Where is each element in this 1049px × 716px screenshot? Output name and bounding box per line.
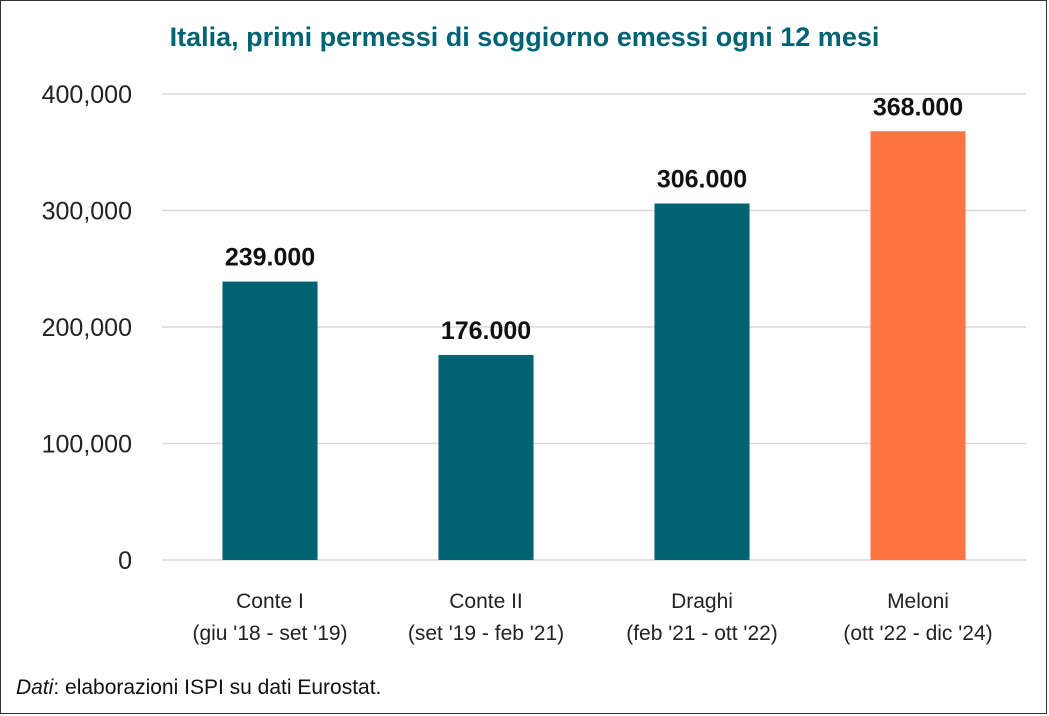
source-note: Dati: elaborazioni ISPI su dati Eurostat… xyxy=(16,676,381,700)
chart-title: Italia, primi permessi di soggiorno emes… xyxy=(169,22,880,52)
data-label: 176.000 xyxy=(441,317,531,345)
source-label: Dati xyxy=(16,676,54,699)
data-labels: 239.000 176.000 306.000 368.000 xyxy=(225,93,963,345)
bar xyxy=(438,354,534,560)
bar xyxy=(654,203,750,560)
x-tick-label: Draghi xyxy=(671,590,733,613)
x-tick-label: Conte II xyxy=(449,590,523,613)
bar xyxy=(870,131,966,560)
y-tick-label: 300,000 xyxy=(42,198,132,226)
x-tick-label: Conte I xyxy=(236,590,304,613)
data-label: 306.000 xyxy=(657,166,747,194)
bar xyxy=(222,281,318,560)
y-tick-label: 200,000 xyxy=(42,314,132,342)
x-tick-label: (feb '21 - ott '22) xyxy=(626,622,778,645)
y-tick-label: 400,000 xyxy=(42,81,132,109)
y-axis-ticks: 0 100,000 200,000 300,000 400,000 xyxy=(42,81,132,575)
y-tick-label: 0 xyxy=(118,547,132,575)
x-tick-label: (giu '18 - set '19) xyxy=(192,622,347,645)
x-tick-label: Meloni xyxy=(887,590,949,613)
x-tick-label: (set '19 - feb '21) xyxy=(408,622,564,645)
x-axis-ticks: Conte I (giu '18 - set '19) Conte II (set '… xyxy=(192,590,992,645)
y-tick-label: 100,000 xyxy=(42,431,132,459)
x-tick-label: (ott '22 - dic '24) xyxy=(843,622,992,645)
data-label: 368.000 xyxy=(873,93,963,121)
source-text: : elaborazioni ISPI su dati Eurostat. xyxy=(53,676,382,699)
data-label: 239.000 xyxy=(225,244,315,272)
bars xyxy=(222,131,966,560)
